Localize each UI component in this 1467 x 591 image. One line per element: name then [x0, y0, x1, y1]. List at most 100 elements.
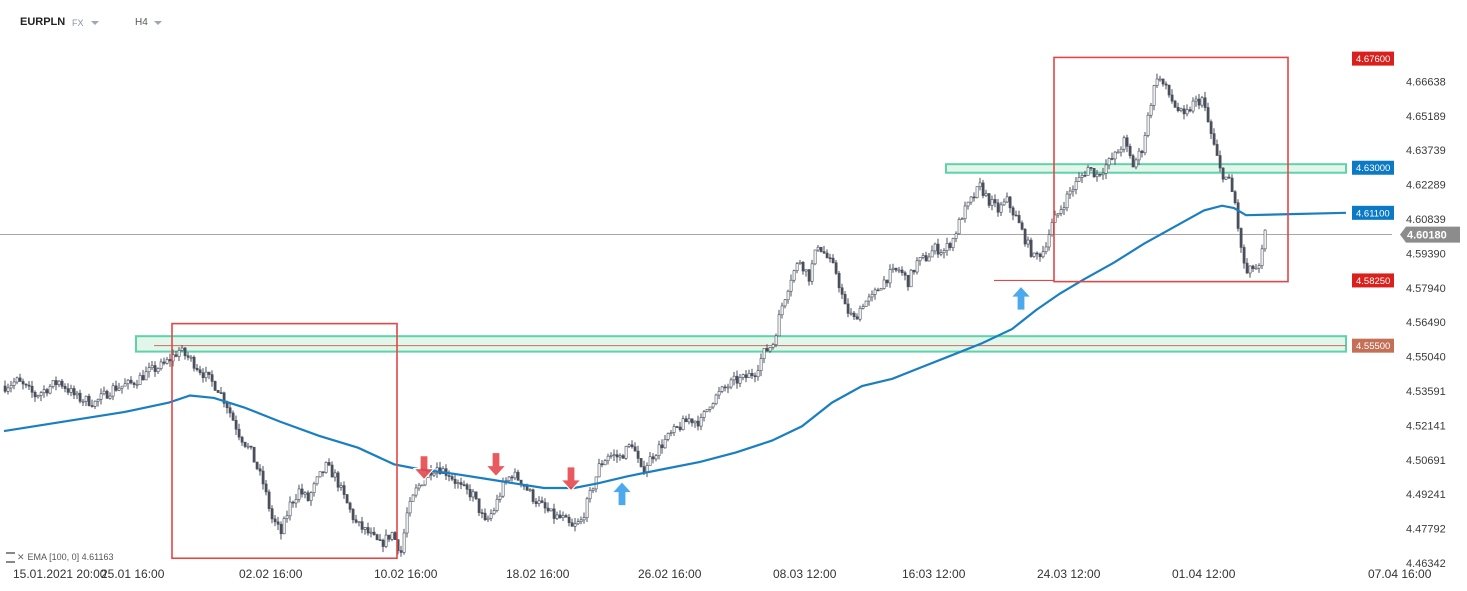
- candle-body: [18, 377, 22, 382]
- candle-body: [489, 513, 493, 519]
- candle-body: [924, 255, 928, 262]
- candle-body: [132, 382, 136, 385]
- candle-body: [306, 492, 310, 501]
- level-label-text: 4.61100: [1356, 208, 1390, 219]
- candle-body: [21, 381, 25, 385]
- candle-body: [273, 518, 277, 523]
- candle-body: [354, 519, 358, 523]
- candle-body: [1119, 148, 1123, 153]
- feed-label[interactable]: FX: [72, 18, 84, 28]
- candle-body: [228, 407, 232, 414]
- candle-body: [480, 512, 484, 514]
- candle-body: [15, 377, 19, 383]
- candle-body: [219, 392, 223, 394]
- candle-body: [954, 233, 958, 239]
- x-tick-label: 02.02 16:00: [239, 567, 303, 581]
- candle-body: [288, 501, 292, 517]
- candle-body: [420, 484, 424, 487]
- indicator-settings-icon[interactable]: [6, 552, 15, 564]
- candle-body: [33, 392, 37, 398]
- candle-body: [1131, 155, 1135, 168]
- feed-dropdown-icon[interactable]: [91, 21, 99, 25]
- symbol-label[interactable]: EURPLN: [20, 16, 66, 28]
- candle-body: [1176, 107, 1180, 112]
- candle-body: [327, 462, 331, 466]
- candle-body: [603, 460, 607, 466]
- level-label-bg: [1352, 51, 1394, 66]
- candle-body: [687, 418, 691, 423]
- candle-body: [51, 380, 55, 387]
- candle-body: [117, 387, 121, 391]
- candle-body: [363, 527, 367, 530]
- candle-body: [1254, 267, 1258, 270]
- candle-body: [738, 377, 742, 384]
- candle-body: [291, 501, 295, 504]
- candle-body: [1098, 173, 1102, 176]
- candle-body: [696, 420, 700, 427]
- candle-body: [1095, 173, 1099, 178]
- candle-body: [162, 361, 166, 364]
- ema-line: [3, 204, 1347, 490]
- candle-body: [507, 476, 511, 481]
- candle-body: [984, 193, 988, 196]
- candle-body: [768, 347, 772, 352]
- candle-body: [30, 385, 34, 393]
- candle-body: [777, 314, 781, 337]
- candle-body: [1086, 167, 1090, 176]
- y-tick-label: 4.57940: [1406, 283, 1446, 295]
- candle-body: [855, 316, 859, 320]
- candle-body: [963, 205, 967, 220]
- candle-body: [957, 219, 961, 235]
- candle-body: [474, 491, 478, 500]
- timeframe-dropdown-icon[interactable]: [154, 21, 162, 25]
- y-tick-label: 4.66638: [1406, 76, 1446, 88]
- candle-body: [279, 523, 283, 535]
- candle-body: [1068, 190, 1072, 195]
- candle-body: [753, 375, 757, 378]
- candle-body: [1233, 191, 1237, 204]
- candle-body: [345, 494, 349, 504]
- candle-body: [330, 464, 334, 478]
- candle-body: [414, 487, 418, 496]
- x-tick-label: 07.04 16:00: [1368, 567, 1432, 581]
- candle-body: [990, 199, 994, 206]
- candle-body: [1185, 109, 1189, 115]
- candle-body: [693, 420, 697, 424]
- candle-body: [408, 500, 412, 514]
- arrow-up-icon-3: [610, 480, 634, 507]
- candle-body: [675, 426, 679, 428]
- candle-body: [1125, 137, 1129, 147]
- candle-body: [558, 514, 562, 519]
- indicator-remove-icon[interactable]: ✕: [17, 552, 25, 562]
- candle-body: [651, 456, 655, 460]
- candle-body: [1260, 248, 1264, 266]
- support-zone-1: [945, 163, 1347, 174]
- candle-body: [1212, 133, 1216, 145]
- x-tick-label: 01.04 12:00: [1172, 567, 1236, 581]
- candle-body: [876, 289, 880, 292]
- level-label-bg: [1352, 160, 1394, 175]
- timeframe-label[interactable]: H4: [135, 17, 148, 28]
- candle-body: [405, 512, 409, 534]
- candle-body: [483, 512, 487, 521]
- candle-body: [861, 306, 865, 309]
- candle-body: [669, 432, 673, 434]
- candle-body: [387, 534, 391, 540]
- candle-body: [726, 386, 730, 389]
- candle-body: [1227, 176, 1231, 179]
- zones-layer: [0, 163, 1392, 353]
- level-label-bg: [1352, 205, 1394, 220]
- candle-body: [642, 466, 646, 473]
- candle-body: [1140, 150, 1144, 154]
- candle-body: [1020, 222, 1024, 230]
- arrow-up-icon-4: [1009, 285, 1033, 311]
- y-tick-label: 4.63739: [1406, 145, 1446, 157]
- range-box-0: [171, 322, 398, 560]
- candle-body: [255, 461, 259, 470]
- y-tick-label: 4.50691: [1406, 455, 1446, 467]
- candle-body: [1023, 229, 1027, 245]
- candle-body: [402, 532, 406, 553]
- candle-body: [1230, 177, 1234, 192]
- candle-body: [801, 262, 805, 272]
